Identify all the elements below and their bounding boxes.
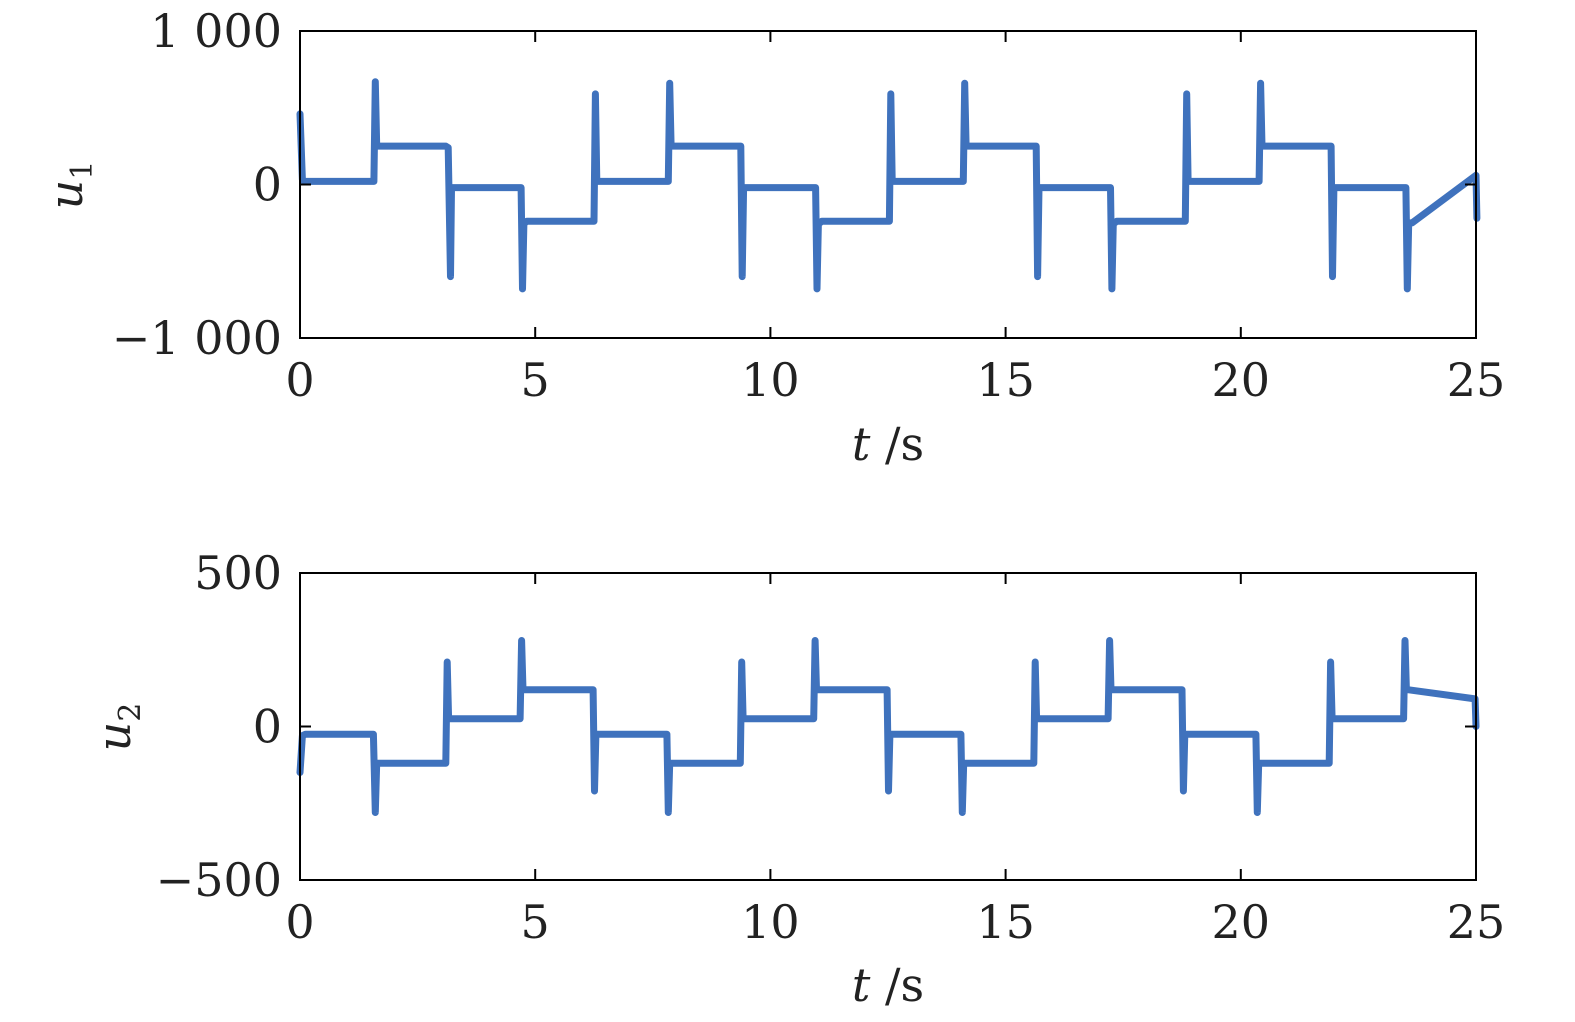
y-tick-label: −1 000 (112, 311, 282, 365)
y-axis-title: u1 (39, 161, 100, 210)
x-tick-label: 25 (1447, 353, 1506, 407)
y-axis-title: u2 (87, 703, 148, 752)
y-tick-label: 1 000 (150, 4, 282, 58)
x-axis-variable: t (852, 417, 871, 471)
series-line-1-1 (296, 78, 1481, 293)
x-tick-label: 10 (741, 895, 800, 949)
y-axis-variable: u (39, 180, 93, 210)
x-tick-label: 0 (285, 895, 314, 949)
y-axis-variable: u (87, 722, 141, 752)
x-tick-label: 20 (1212, 353, 1271, 407)
y-tick-label: −500 (156, 853, 282, 907)
y-axis-subscript: 2 (113, 703, 148, 722)
x-axis-variable: t (852, 958, 871, 1012)
x-tick-label: 0 (285, 353, 314, 407)
x-tick-label: 25 (1447, 895, 1506, 949)
y-tick-label: 500 (194, 546, 282, 600)
x-axis-title: t /s (852, 958, 924, 1012)
x-axis-unit: /s (870, 958, 924, 1012)
x-tick-label: 20 (1212, 895, 1271, 949)
x-tick-label: 5 (521, 895, 550, 949)
x-axis-title: t /s (852, 417, 924, 471)
x-tick-label: 10 (741, 353, 800, 407)
y-axis-subscript: 1 (65, 161, 100, 180)
y-tick-label: 0 (253, 158, 282, 212)
x-tick-label: 15 (976, 895, 1035, 949)
x-axis-unit: /s (870, 417, 924, 471)
series-line-2-1 (296, 637, 1480, 816)
y-tick-label: 0 (253, 700, 282, 754)
x-tick-label: 5 (521, 353, 550, 407)
x-tick-label: 15 (976, 353, 1035, 407)
